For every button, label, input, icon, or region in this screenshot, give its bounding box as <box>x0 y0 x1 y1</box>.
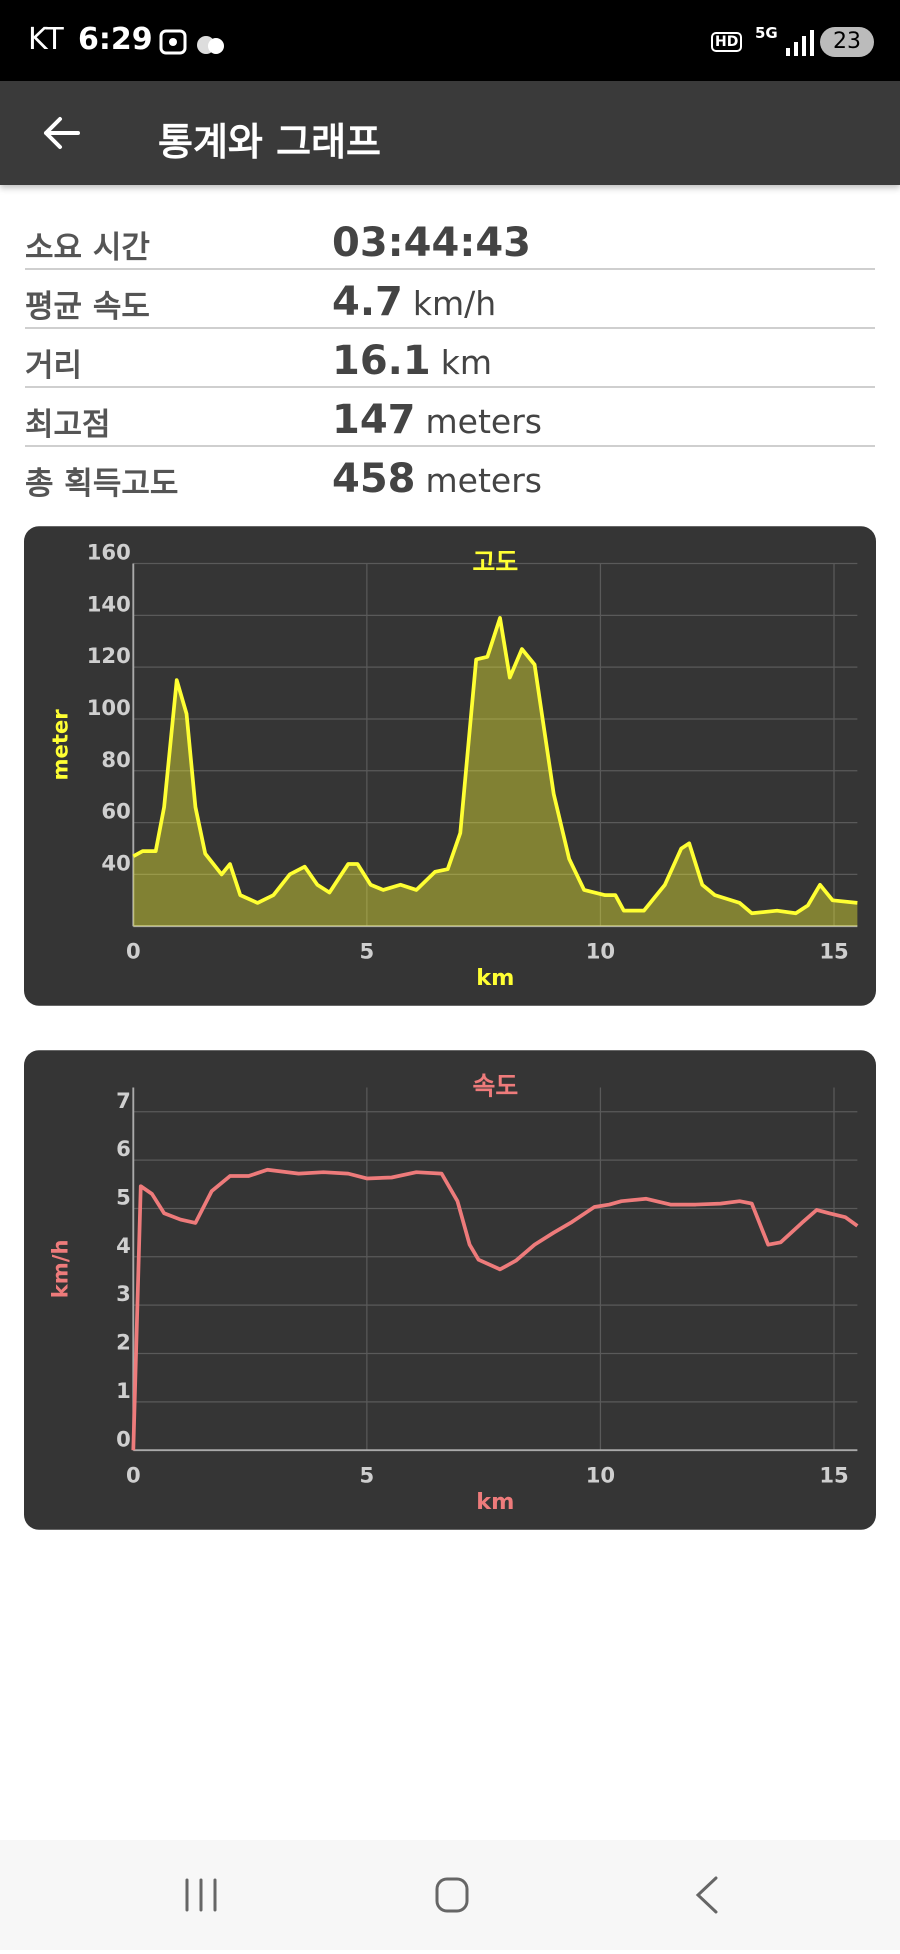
stat-row: 거리 16.1 km <box>25 328 875 387</box>
nav-icons <box>185 1876 718 1914</box>
battery: 23 <box>820 27 874 57</box>
stat-label: 소요 시간 <box>25 230 150 266</box>
chart-title: 고도 <box>472 548 518 577</box>
carrier: KT <box>28 22 64 57</box>
hd-icon: HD <box>711 32 743 52</box>
status-icons <box>159 29 224 55</box>
stat-label: 최고점 <box>25 407 111 443</box>
stat-label: 평균 속도 <box>25 289 150 325</box>
y-tick-label: 6 <box>116 1136 131 1161</box>
chart-title: 속도 <box>472 1072 518 1101</box>
x-tick-label: 5 <box>360 938 375 963</box>
stat-value: 147 meters <box>332 397 542 443</box>
app-bar: 통계와 그래프 <box>0 81 900 185</box>
app-title: 통계와 그래프 <box>158 120 381 164</box>
speed-chart: 0 1 2 3 4 5 6 7 0 5 10 15 속도 km km/h <box>24 1050 876 1530</box>
clock: 6:29 <box>78 22 153 57</box>
x-axis-label: km <box>476 965 514 991</box>
y-tick-label: 120 <box>87 643 131 668</box>
stat-label: 총 획득고도 <box>25 466 179 502</box>
y-tick-label: 60 <box>101 799 130 824</box>
x-axis-label: km <box>476 1489 514 1515</box>
y-tick-label: 7 <box>116 1088 131 1113</box>
separator <box>25 327 875 329</box>
y-tick-label: 40 <box>101 850 130 875</box>
y-tick-label: 5 <box>116 1185 131 1210</box>
x-tick-label: 0 <box>126 938 141 963</box>
x-tick-label: 15 <box>819 1462 848 1487</box>
y-tick-label: 4 <box>116 1233 131 1258</box>
y-tick-label: 1 <box>116 1378 131 1403</box>
y-tick-label: 140 <box>87 591 131 616</box>
separator <box>25 386 875 388</box>
status-bar: KT 6:29 HD 5G 23 <box>0 0 900 81</box>
home[interactable] <box>435 1877 469 1913</box>
nav-bar <box>0 1840 900 1950</box>
stat-value: 4.7 km/h <box>332 279 497 325</box>
x-tick-label: 10 <box>586 1462 615 1487</box>
y-axis-label: km/h <box>47 1239 72 1298</box>
stat-value: 03:44:43 <box>332 220 531 266</box>
separator <box>25 445 875 447</box>
stat-unit: km/h <box>412 284 497 323</box>
recent-apps[interactable] <box>185 1878 217 1912</box>
y-tick-label: 160 <box>87 540 131 565</box>
line <box>131 1167 859 1451</box>
y-tick-label: 2 <box>116 1330 131 1355</box>
line <box>132 616 858 916</box>
x-tick-label: 10 <box>586 938 615 963</box>
stat-row: 최고점 147 meters <box>25 387 875 446</box>
network-icon: 5G <box>755 24 778 42</box>
back[interactable] <box>695 1876 718 1914</box>
stat-unit: meters <box>425 461 542 500</box>
stat-row: 총 획득고도 458 meters <box>25 446 875 505</box>
y-tick-label: 3 <box>116 1281 131 1306</box>
stat-label: 거리 <box>25 348 83 384</box>
stat-value: 458 meters <box>332 456 542 502</box>
x-tick-label: 5 <box>360 1462 375 1487</box>
chart-background <box>24 1050 876 1530</box>
stat-row: 평균 속도 4.7 km/h <box>25 269 875 328</box>
x-tick-label: 15 <box>819 938 848 963</box>
stat-value: 16.1 km <box>332 338 492 384</box>
y-tick-label: 80 <box>101 747 130 772</box>
stat-unit: km <box>440 343 492 382</box>
back-button[interactable] <box>40 111 84 155</box>
area <box>133 617 858 927</box>
stat-row: 소요 시간 03:44:43 <box>25 210 875 269</box>
y-axis-label: meter <box>47 709 72 781</box>
signal-icon <box>786 30 814 56</box>
elevation-chart: 40 60 80 100 120 140 160 0 5 10 15 고도 km meter <box>24 526 876 1006</box>
chart-background <box>24 526 876 1006</box>
y-tick-label: 0 <box>116 1426 131 1451</box>
x-tick-label: 0 <box>126 1462 141 1487</box>
stat-unit: meters <box>425 402 542 441</box>
separator <box>25 268 875 270</box>
y-tick-label: 100 <box>87 695 131 720</box>
